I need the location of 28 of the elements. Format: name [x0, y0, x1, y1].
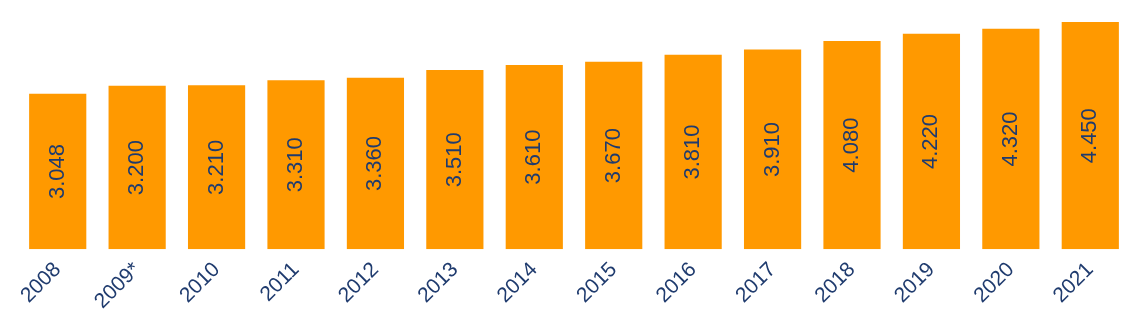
data-label: 3.510	[440, 132, 466, 188]
bar	[664, 54, 722, 250]
bar	[426, 70, 484, 250]
data-label: 3.048	[43, 143, 69, 200]
data-label: 3.200	[123, 140, 149, 196]
data-label: 3.210	[202, 139, 228, 195]
bar	[823, 40, 881, 250]
data-label: 3.360	[361, 136, 387, 192]
bar	[1061, 22, 1119, 250]
data-label: 3.810	[679, 124, 705, 180]
bar	[902, 33, 961, 250]
bar	[187, 85, 246, 250]
data-label: 3.610	[520, 129, 546, 185]
data-label: 4.220	[917, 114, 943, 170]
data-label: 4.320	[996, 111, 1022, 167]
bar	[267, 80, 325, 250]
data-label: 3.310	[282, 137, 308, 193]
bar	[982, 28, 1040, 250]
bar	[585, 61, 643, 250]
bar	[346, 77, 405, 250]
bar	[743, 49, 802, 250]
bar	[29, 93, 87, 250]
data-label: 3.670	[599, 128, 625, 184]
data-label: 4.450	[1076, 108, 1102, 164]
bar	[108, 85, 166, 250]
data-label: 3.910	[758, 121, 784, 178]
data-label: 4.080	[838, 117, 864, 173]
bar	[505, 64, 563, 250]
